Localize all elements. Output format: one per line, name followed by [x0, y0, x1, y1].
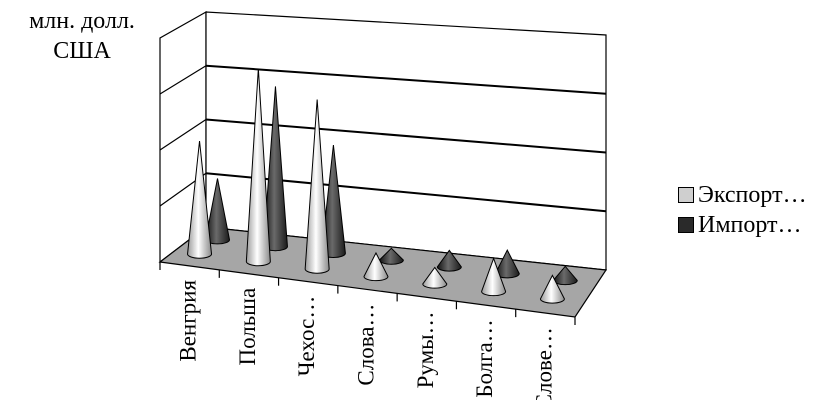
gridline-side-3	[159, 65, 207, 95]
cone-import-4	[436, 249, 462, 272]
legend-swatch-import	[678, 217, 694, 233]
chart-walls	[159, 10, 607, 271]
x-tick-label-2: Чехос…	[294, 296, 319, 377]
x-tick-label-0: Венгрия	[176, 280, 201, 362]
cone-export-0	[187, 140, 213, 259]
legend-swatch-export	[678, 187, 694, 203]
cone-export-6	[539, 274, 565, 304]
x-axis-ticks	[159, 262, 576, 325]
legend-item-export: Экспорт…	[678, 180, 807, 210]
legend-item-import: Импорт…	[678, 210, 807, 240]
legend-label-export: Экспорт…	[698, 182, 807, 208]
x-axis-labels: Венгрия Польша Чехос… Слова… Румы… Болга… Слов…	[176, 280, 557, 400]
cone-export-3	[363, 251, 389, 282]
chart-cones	[187, 68, 578, 304]
x-tick-label-5: Болга…	[472, 319, 497, 398]
cone-export-2	[304, 99, 330, 274]
gridline-back-3	[205, 64, 607, 95]
cone-export-1	[245, 68, 271, 267]
cone-export-4	[422, 266, 448, 289]
x-tick-label-4: Румы…	[413, 311, 438, 388]
x-tick-label-3: Слова…	[354, 304, 379, 386]
y-axis-label: млн. долл. США	[2, 6, 162, 66]
y-axis-label-line-1: млн. долл.	[29, 8, 135, 34]
y-axis-label-line-2: США	[53, 38, 111, 64]
legend: Экспорт… Импорт…	[678, 180, 807, 240]
x-tick-label-1: Польша	[235, 288, 260, 366]
x-tick-label-6: Слове…	[531, 327, 556, 400]
cone-export-5	[481, 257, 507, 297]
gridline-side-2	[159, 118, 207, 151]
legend-label-import: Импорт…	[698, 212, 802, 238]
